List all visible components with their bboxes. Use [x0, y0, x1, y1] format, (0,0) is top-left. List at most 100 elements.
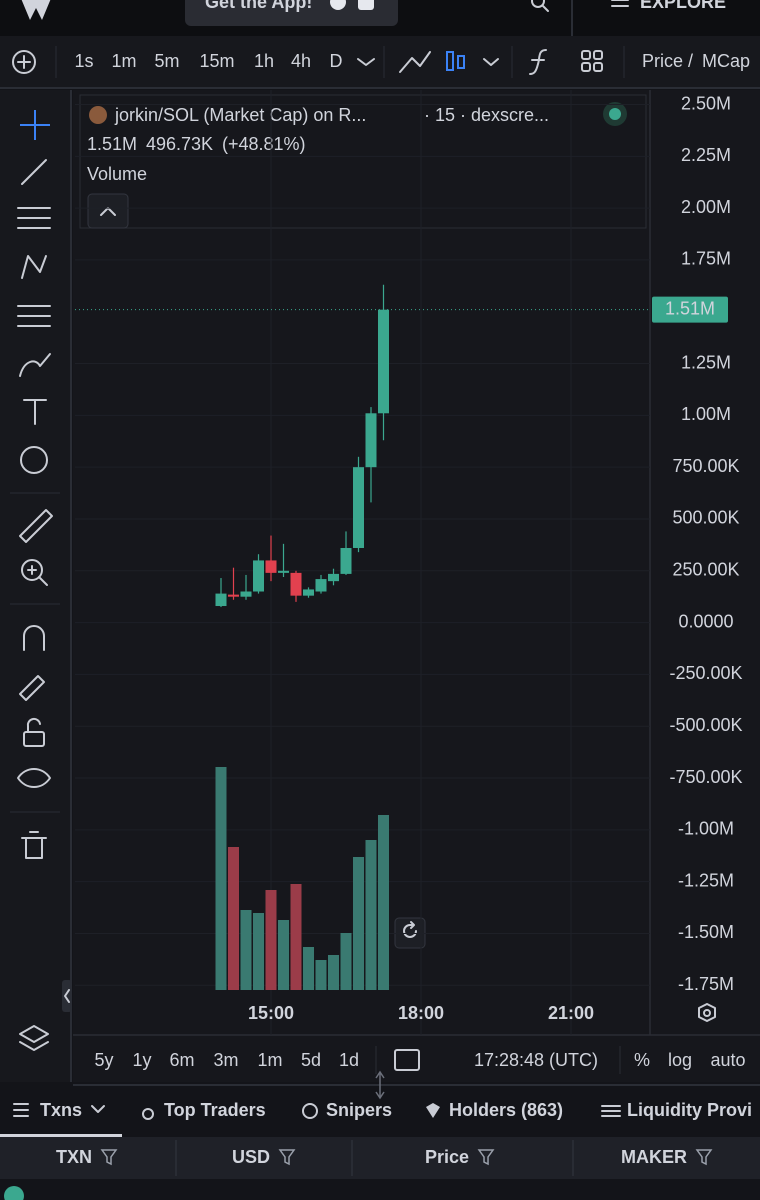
- column-header[interactable]: USD: [232, 1147, 270, 1167]
- brush-tool[interactable]: [19, 353, 51, 377]
- liquidity-icon: [601, 1105, 621, 1117]
- percent-toggle[interactable]: %: [634, 1050, 650, 1070]
- y-tick-label: 0.0000: [678, 611, 733, 631]
- chevron-icon[interactable]: [357, 58, 375, 66]
- trend-line-tool[interactable]: [21, 159, 47, 185]
- price-toggle[interactable]: Price /: [642, 51, 693, 71]
- range-button[interactable]: 1d: [339, 1050, 359, 1070]
- last-price-label: 1.51M: [665, 298, 715, 318]
- candle-icon[interactable]: [446, 51, 454, 71]
- volume-title: Volume: [87, 164, 147, 184]
- interval-button[interactable]: 1h: [254, 51, 274, 71]
- tab[interactable]: Holders (863): [449, 1100, 563, 1120]
- visibility-tool[interactable]: [17, 768, 51, 788]
- menu-icon[interactable]: [611, 0, 629, 7]
- add-icon: [17, 55, 31, 69]
- line-chart-icon[interactable]: [399, 51, 431, 73]
- last-price-tag: [652, 296, 728, 323]
- sniper-icon: [302, 1103, 318, 1119]
- mcap-toggle[interactable]: MCap: [702, 51, 750, 71]
- get-app-label: Get the App!: [205, 0, 312, 12]
- filter-icon: [100, 1149, 118, 1166]
- crosshair-tool[interactable]: [20, 110, 50, 140]
- column-header[interactable]: Price: [425, 1147, 469, 1167]
- collapse-handle[interactable]: [62, 980, 72, 1012]
- filter-icon: [278, 1149, 296, 1166]
- interval-button[interactable]: 5m: [154, 51, 179, 71]
- y-tick-label: 2.00M: [681, 197, 731, 217]
- chevron-icon[interactable]: [483, 58, 499, 66]
- volume-bar: [265, 890, 277, 990]
- y-tick-label: 750.00K: [672, 456, 739, 476]
- resize-handle[interactable]: [375, 1070, 385, 1100]
- zoom-tool[interactable]: [21, 559, 43, 581]
- tab[interactable]: Top Traders: [164, 1100, 266, 1120]
- logo[interactable]: [20, 0, 52, 20]
- tab[interactable]: Txns: [40, 1100, 82, 1120]
- magnet-tool[interactable]: [23, 625, 45, 651]
- clock: 17:28:48 (UTC): [474, 1050, 598, 1070]
- auto-toggle[interactable]: auto: [710, 1050, 745, 1070]
- collapse-legend-button[interactable]: [87, 193, 129, 229]
- candle-body: [278, 570, 289, 573]
- layout-icon[interactable]: [581, 50, 591, 60]
- ruler-tool[interactable]: [19, 509, 53, 543]
- column-header[interactable]: TXN: [56, 1147, 92, 1167]
- range-button[interactable]: 1y: [132, 1050, 151, 1070]
- candle-body: [290, 572, 302, 596]
- get-app-button[interactable]: [185, 0, 398, 26]
- add-icon[interactable]: [12, 50, 36, 74]
- txns-icon: [13, 1103, 29, 1117]
- interval-button[interactable]: 4h: [291, 51, 311, 71]
- delete-tool[interactable]: [21, 831, 47, 859]
- candle-body: [340, 547, 352, 574]
- chevron-icon: [91, 1105, 105, 1113]
- settings-icon: [703, 1009, 711, 1017]
- range-button[interactable]: 1m: [257, 1050, 282, 1070]
- candle-body: [240, 591, 252, 597]
- y-tick-label: -1.25M: [678, 870, 734, 890]
- explore-label[interactable]: EXPLORE: [640, 0, 726, 12]
- indicators-icon[interactable]: [529, 49, 547, 75]
- range-button[interactable]: 5d: [301, 1050, 321, 1070]
- range-button[interactable]: 3m: [213, 1050, 238, 1070]
- chart-title: jorkin/SOL (Market Cap) on R...: [114, 105, 366, 125]
- layout-icon: [581, 62, 591, 72]
- fib-tool[interactable]: [17, 207, 51, 229]
- lock-drawing-tool[interactable]: [19, 675, 45, 701]
- pattern-tool[interactable]: [21, 255, 47, 279]
- interval-button[interactable]: 1m: [111, 51, 136, 71]
- volume-bar: [315, 960, 327, 990]
- range-button[interactable]: 6m: [169, 1050, 194, 1070]
- emoji-tool[interactable]: [20, 446, 48, 474]
- interval-button[interactable]: D: [330, 51, 343, 71]
- candle-body: [215, 593, 227, 607]
- tab[interactable]: Snipers: [326, 1100, 392, 1120]
- range-button[interactable]: 5y: [94, 1050, 113, 1070]
- interval-button[interactable]: 15m: [199, 51, 234, 71]
- volume-bar: [290, 884, 302, 990]
- y-tick-label: -1.50M: [678, 922, 734, 942]
- filter-icon: [477, 1149, 495, 1166]
- volume-bar: [365, 840, 377, 990]
- column-header[interactable]: MAKER: [621, 1147, 687, 1167]
- tab[interactable]: Liquidity Provi: [627, 1100, 752, 1120]
- text-tool[interactable]: [23, 399, 47, 425]
- log-toggle[interactable]: log: [668, 1050, 692, 1070]
- interval-button[interactable]: 1s: [74, 51, 93, 71]
- holders-icon: [426, 1103, 440, 1118]
- unlock-tool[interactable]: [23, 731, 45, 747]
- y-tick-label: 2.50M: [681, 93, 731, 113]
- search-icon[interactable]: [531, 0, 545, 8]
- volume-bar: [378, 815, 389, 990]
- y-tick-label: 1.25M: [681, 352, 731, 372]
- settings-icon[interactable]: [698, 1003, 716, 1022]
- projection-tool[interactable]: [17, 305, 51, 327]
- calendar-icon[interactable]: [394, 1049, 420, 1071]
- layers-tool[interactable]: [19, 1025, 49, 1051]
- candle-body: [265, 560, 277, 573]
- row-badge: [4, 1186, 24, 1200]
- y-tick-label: -1.75M: [678, 974, 734, 994]
- collapse-handle: [64, 989, 70, 1003]
